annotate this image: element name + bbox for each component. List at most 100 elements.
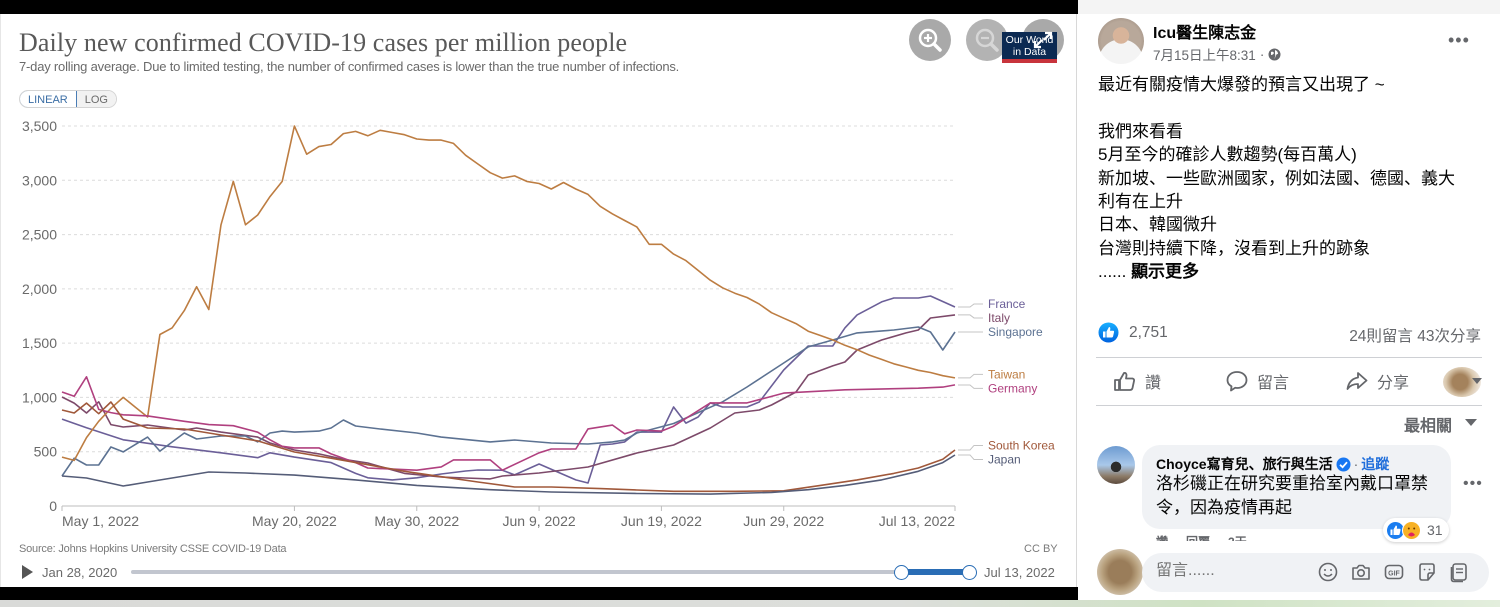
comment-sort-label[interactable]: 最相關 — [1404, 418, 1453, 435]
like-reaction-icon[interactable] — [1098, 322, 1119, 343]
like-reaction-icon — [1386, 520, 1405, 540]
post-body-line: 日本、韓國微升 — [1098, 215, 1217, 235]
reaction-count[interactable]: 2,751 — [1129, 324, 1168, 341]
legend-label-south-korea[interactable]: South Korea — [988, 438, 1055, 452]
timeline-selected-range[interactable] — [901, 569, 969, 575]
sticker-icon[interactable] — [1416, 561, 1438, 583]
owid-logo[interactable]: Our World in Data — [1002, 32, 1057, 63]
see-more-link[interactable]: 顯示更多 — [1131, 262, 1200, 282]
zoom-out-icon — [975, 28, 999, 52]
right-top-strip — [1078, 0, 1500, 14]
zoom-out-button[interactable] — [966, 19, 1008, 61]
play-icon[interactable] — [20, 565, 34, 579]
comment-reply-link[interactable]: 回覆 — [1186, 533, 1210, 541]
legend-leader-line — [958, 444, 983, 451]
share-count[interactable]: 43次分享 — [1417, 328, 1481, 345]
zoom-in-icon — [918, 28, 942, 52]
emoji-icon[interactable] — [1317, 561, 1339, 583]
post-body-line: 台灣則持續下降，沒看到上升的跡象 — [1098, 238, 1370, 258]
post-body: 最近有關疫情大爆發的預言又出現了 ~ 我們來看看 5月至今的確診人數趨勢(每百萬… — [1098, 73, 1488, 284]
engagement-counts: 24則留言 43次分享 — [1260, 324, 1481, 346]
timeline-slider-track[interactable] — [131, 570, 969, 574]
comment-reaction-count: 31 — [1427, 522, 1443, 538]
author-avatar[interactable] — [1098, 18, 1144, 64]
chart-title: Daily new confirmed COVID-19 cases per m… — [19, 28, 628, 57]
zoom-in-button[interactable] — [909, 19, 951, 61]
follow-button[interactable]: 追蹤 — [1361, 456, 1390, 472]
log-scale-button[interactable]: LOG — [76, 91, 116, 107]
post-body-line: 利有在上升 — [1098, 192, 1183, 212]
camera-icon[interactable] — [1350, 561, 1372, 583]
comment-options-icon[interactable]: ••• — [1463, 475, 1483, 492]
comment-text-line: 令，因為疫情再起 — [1156, 498, 1292, 517]
x-tick-label: May 20, 2022 — [252, 513, 337, 529]
post-meta: 7月15日上午8:31 · — [1153, 44, 1281, 64]
comment-reactions[interactable]: 31 — [1383, 518, 1449, 542]
y-tick-label: 1,000 — [22, 389, 57, 405]
series-line-singapore — [61, 326, 956, 477]
series-line-germany — [61, 375, 956, 472]
y-tick-label: 2,500 — [22, 227, 57, 243]
comment-text: 洛杉磯正在研究要重拾室內戴口罩禁 令，因為疫情再起 — [1156, 472, 1428, 520]
timeline-start-handle[interactable] — [893, 565, 909, 580]
bottom-black-bar — [0, 587, 1078, 600]
timeline-end-handle[interactable] — [961, 565, 977, 580]
post-body-line — [1098, 96, 1488, 119]
comment-age[interactable]: 2天 — [1228, 533, 1247, 541]
comment-button[interactable]: 留言 — [1225, 368, 1289, 394]
like-button[interactable]: 讚 — [1113, 368, 1161, 394]
legend-leader-line — [958, 384, 983, 389]
legend-label-france[interactable]: France — [988, 297, 1026, 311]
post-body-line: 最近有關疫情大爆發的預言又出現了 ~ — [1098, 75, 1385, 94]
gridlines — [62, 125, 955, 453]
comment-input[interactable] — [1156, 562, 1306, 580]
logo-line-2: in Data — [1012, 46, 1047, 58]
legend-leader-line — [958, 303, 983, 308]
legend-label-japan[interactable]: Japan — [988, 452, 1021, 466]
legend-label-singapore[interactable]: Singapore — [988, 325, 1043, 339]
y-tick-label: 500 — [34, 444, 58, 460]
series-line-taiwan — [61, 125, 956, 462]
timeline-start-label: Jan 28, 2020 — [42, 565, 118, 580]
legend-label-taiwan[interactable]: Taiwan — [988, 367, 1025, 381]
scale-toggle: LINEAR LOG — [19, 90, 117, 108]
logo-line-1: Our World — [1005, 34, 1054, 46]
divider — [1096, 357, 1482, 358]
chevron-down-icon[interactable] — [1465, 418, 1477, 426]
series-line-france — [61, 295, 956, 484]
x-tick-label: Jun 19, 2022 — [621, 513, 702, 529]
legend-leader-line — [958, 373, 983, 379]
comment-like-link[interactable]: 讚 — [1156, 533, 1168, 541]
x-tick-label: May 1, 2022 — [62, 513, 139, 529]
legend-label-italy[interactable]: Italy — [988, 311, 1010, 325]
expand-icon — [1033, 31, 1053, 49]
comment-count[interactable]: 24則留言 — [1349, 328, 1413, 345]
comment-bubble-icon — [1226, 371, 1248, 392]
divider — [1096, 405, 1482, 406]
x-tick-label: Jun 29, 2022 — [743, 513, 824, 529]
post-timestamp[interactable]: 7月15日上午8:31 — [1153, 48, 1256, 63]
viewer-avatar-small[interactable] — [1443, 367, 1481, 397]
x-tick-label: May 30, 2022 — [374, 513, 459, 529]
viewer-avatar[interactable] — [1097, 549, 1143, 595]
comment-author[interactable]: Choyce寫育兒、旅行與生活 — [1156, 456, 1333, 472]
author-name[interactable]: Icu醫生陳志金 — [1153, 25, 1257, 42]
share-button[interactable]: 分享 — [1345, 368, 1409, 394]
license-link[interactable]: CC BY — [1024, 543, 1058, 555]
linear-scale-button[interactable]: LINEAR — [19, 91, 77, 107]
y-tick-label: 2,000 — [22, 281, 57, 297]
source-note[interactable]: Source: Johns Hopkins University CSSE CO… — [19, 543, 287, 555]
commenter-avatar[interactable] — [1097, 446, 1135, 484]
axes: 0 500 1,000 1,500 2,000 2,500 3,000 3,500 May 1,… — [22, 118, 956, 529]
caret-down-icon[interactable] — [1472, 378, 1482, 384]
legend-label-germany[interactable]: Germany — [988, 381, 1037, 395]
post-options-icon[interactable]: ••• — [1448, 30, 1470, 50]
comment-separator: · — [1353, 456, 1359, 472]
y-tick-label: 1,500 — [22, 335, 57, 351]
gif-icon[interactable]: GIF — [1383, 561, 1405, 583]
share-arrow-icon — [1346, 372, 1368, 390]
avatar-sticker-icon[interactable] — [1448, 561, 1470, 583]
post-body-line: 新加坡、一些歐洲國家，例如法國、德國、義大 — [1098, 168, 1455, 188]
post-body-line: 5月至今的確診人數趨勢(每百萬人) — [1098, 145, 1357, 165]
